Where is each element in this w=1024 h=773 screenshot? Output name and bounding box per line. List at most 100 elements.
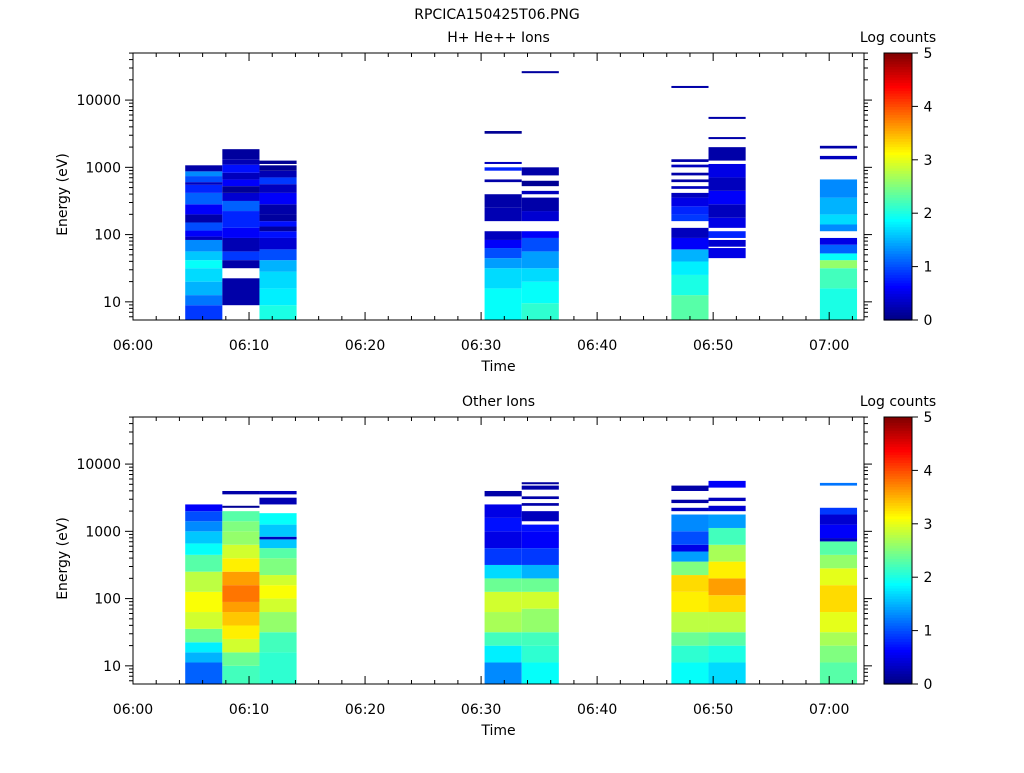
cell-col6-band12 bbox=[671, 507, 709, 512]
colorbar-step bbox=[884, 258, 912, 262]
cell-col3-band2 bbox=[259, 632, 297, 653]
cell-col5-band12 bbox=[521, 71, 559, 74]
colorbar-step bbox=[884, 577, 912, 581]
cell-col4-band8 bbox=[484, 194, 522, 208]
cell-col2-band4 bbox=[222, 625, 260, 639]
cell-col1-band16 bbox=[185, 176, 223, 183]
colorbar-step bbox=[884, 253, 912, 257]
colorbar-step bbox=[884, 425, 912, 429]
cell-col1-band3 bbox=[185, 642, 223, 653]
colorbar-step bbox=[884, 422, 912, 426]
cell-col4-band6 bbox=[484, 578, 522, 592]
colorbar-step bbox=[884, 69, 912, 73]
colorbar-step bbox=[884, 651, 912, 656]
colorbar-step bbox=[884, 467, 912, 471]
cell-col3-band10 bbox=[259, 214, 297, 222]
cell-col2-band6 bbox=[222, 601, 260, 613]
colorbar-step bbox=[884, 486, 912, 490]
colorbar-step bbox=[884, 55, 912, 59]
colorbar-step bbox=[884, 95, 912, 99]
colorbar-step bbox=[884, 622, 912, 626]
cell-col4-band8 bbox=[484, 548, 522, 565]
colorbar-step bbox=[884, 590, 912, 594]
cell-col1-band9 bbox=[185, 543, 223, 555]
cell-col2-band2 bbox=[222, 260, 260, 269]
cell-col6-band14 bbox=[671, 164, 709, 168]
colorbar-step bbox=[884, 454, 912, 458]
cell-col8-band7 bbox=[819, 554, 858, 569]
colorbar-step bbox=[884, 670, 912, 674]
x-tick-label: 06:50 bbox=[693, 338, 733, 354]
cell-col6-band8 bbox=[671, 551, 709, 562]
colorbar-step bbox=[884, 638, 912, 642]
cell-col6-band5 bbox=[671, 237, 709, 250]
colorbar-step bbox=[884, 130, 912, 134]
cell-col5-band4 bbox=[521, 608, 559, 633]
x-tick-label: 06:30 bbox=[461, 702, 501, 718]
cell-col4-band1 bbox=[484, 662, 522, 684]
cell-col1-band11 bbox=[185, 521, 223, 532]
x-tick-label: 06:10 bbox=[229, 702, 269, 718]
y-tick-label: 1000 bbox=[85, 160, 121, 176]
colorbar-step bbox=[884, 199, 912, 204]
cell-col5-band6 bbox=[521, 578, 559, 592]
colorbar-step bbox=[884, 183, 912, 188]
colorbar-step bbox=[884, 465, 912, 469]
colorbar-step bbox=[884, 531, 912, 536]
cell-col6-band2 bbox=[671, 274, 709, 296]
colorbar-step bbox=[884, 534, 912, 538]
colorbar-step bbox=[884, 673, 912, 677]
cell-col3-band12 bbox=[259, 192, 297, 205]
cell-col4-band5 bbox=[484, 591, 522, 613]
cell-col6-band2 bbox=[671, 645, 709, 663]
colorbar-step bbox=[884, 101, 912, 105]
cell-col5-band13 bbox=[521, 496, 559, 500]
cell-col2-band7 bbox=[222, 585, 260, 602]
colorbar-tick-label: 4 bbox=[924, 99, 933, 115]
cell-col8-band10 bbox=[819, 524, 858, 539]
colorbar-step bbox=[884, 662, 912, 666]
cell-col3-band12 bbox=[259, 513, 297, 525]
colorbar-step bbox=[884, 678, 912, 682]
colorbar-step bbox=[884, 311, 912, 316]
cell-col8-band5 bbox=[819, 585, 858, 613]
cell-col8-band11 bbox=[819, 155, 858, 160]
cell-col3-band3 bbox=[259, 271, 297, 289]
cell-col1-band17 bbox=[185, 171, 223, 177]
colorbar-step bbox=[884, 165, 912, 169]
colorbar-step bbox=[884, 231, 912, 236]
colorbar-step bbox=[884, 523, 912, 528]
cell-col8-band6 bbox=[819, 237, 858, 245]
cell-col3-band4 bbox=[259, 260, 297, 272]
cell-col3-band6 bbox=[259, 575, 297, 586]
x-axis bbox=[132, 53, 853, 320]
cell-col3-band3 bbox=[259, 612, 297, 633]
cell-col1-band11 bbox=[185, 214, 223, 223]
cell-col3-band11 bbox=[259, 204, 297, 215]
colorbar-step bbox=[884, 627, 912, 632]
colorbar-tick-label: 5 bbox=[924, 46, 933, 62]
cell-col3-band16 bbox=[259, 165, 297, 171]
cell-col3-band1 bbox=[259, 652, 297, 684]
cell-col7-band12 bbox=[708, 497, 746, 502]
cell-col3-band7 bbox=[259, 231, 297, 238]
cell-col6-band10 bbox=[671, 531, 709, 545]
colorbar-step bbox=[884, 303, 912, 308]
colorbar-step bbox=[884, 197, 912, 201]
cell-col8-band6 bbox=[819, 568, 858, 586]
cell-col3-band17 bbox=[259, 160, 297, 164]
plot-frame bbox=[132, 416, 865, 685]
colorbar-step bbox=[884, 213, 912, 217]
colorbar-step bbox=[884, 290, 912, 294]
cell-col2-band13 bbox=[222, 159, 260, 165]
cell-col2-band11 bbox=[222, 531, 260, 545]
cell-col5-band9 bbox=[521, 531, 559, 549]
y-tick-label: 10000 bbox=[76, 457, 121, 473]
colorbar-step bbox=[884, 229, 912, 233]
colorbar-step bbox=[884, 473, 912, 477]
colorbar-step bbox=[884, 430, 912, 434]
cell-col1-band10 bbox=[185, 222, 223, 231]
colorbar-step bbox=[884, 598, 912, 602]
colorbar-step bbox=[884, 154, 912, 158]
